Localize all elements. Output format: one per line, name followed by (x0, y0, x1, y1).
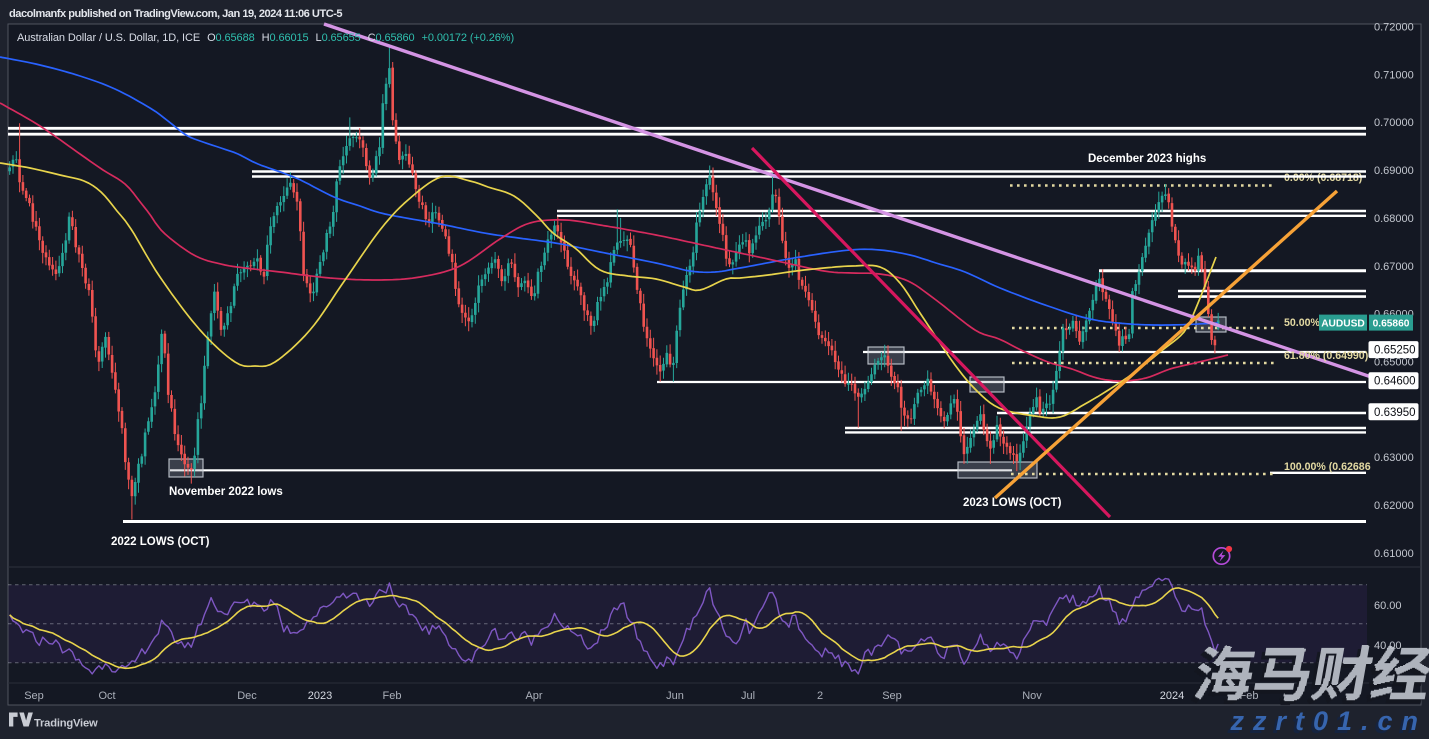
svg-text:Nov: Nov (1022, 690, 1042, 702)
svg-text:Jul: Jul (741, 690, 755, 702)
svg-text:0.68000: 0.68000 (1374, 213, 1414, 225)
svg-text:0.63000: 0.63000 (1374, 452, 1414, 464)
svg-text:November 2022 lows: November 2022 lows (169, 486, 283, 498)
svg-text:Jun: Jun (666, 690, 684, 702)
svg-text:2022 LOWS (OCT): 2022 LOWS (OCT) (111, 536, 210, 548)
svg-text:Oct: Oct (98, 690, 115, 702)
svg-text:2023: 2023 (308, 690, 332, 702)
svg-text:0.70000: 0.70000 (1374, 117, 1414, 129)
svg-text:0.62000: 0.62000 (1374, 500, 1414, 512)
svg-text:0.64600: 0.64600 (1374, 376, 1416, 388)
svg-text:2023 LOWS (OCT): 2023 LOWS (OCT) (963, 497, 1062, 509)
svg-text:2: 2 (817, 690, 823, 702)
svg-text:60.00: 60.00 (1374, 600, 1402, 612)
svg-text:Australian Dollar / U.S. Dolla: Australian Dollar / U.S. Dollar, 1D, ICE… (17, 32, 514, 44)
svg-text:Feb: Feb (383, 690, 402, 702)
svg-text:0.63950: 0.63950 (1374, 407, 1416, 419)
svg-text:Sep: Sep (882, 690, 902, 702)
svg-text:Apr: Apr (525, 690, 542, 702)
svg-text:0.65250: 0.65250 (1374, 345, 1416, 357)
svg-text:Feb: Feb (1240, 690, 1259, 702)
svg-text:61.80% (0.64990): 61.80% (0.64990) (1284, 350, 1368, 362)
svg-text:0.71000: 0.71000 (1374, 69, 1414, 81)
svg-text:0.69000: 0.69000 (1374, 165, 1414, 177)
svg-text:50.00%: 50.00% (1284, 317, 1321, 329)
svg-text:AUDUSD: AUDUSD (1321, 319, 1365, 330)
svg-text:0.65860: 0.65860 (1373, 319, 1410, 330)
svg-text:40.00: 40.00 (1374, 640, 1402, 652)
svg-text:0.61000: 0.61000 (1374, 548, 1414, 560)
svg-text:2024: 2024 (1160, 690, 1184, 702)
svg-text:Dec: Dec (237, 690, 257, 702)
svg-text:Sep: Sep (24, 690, 44, 702)
svg-text:0.00% (0.68718): 0.00% (0.68718) (1284, 172, 1362, 184)
svg-text:dacolmanfx published on Tradin: dacolmanfx published on TradingView.com,… (9, 8, 342, 20)
svg-text:TradingView: TradingView (34, 718, 98, 730)
svg-text:0.65000: 0.65000 (1374, 357, 1414, 369)
svg-text:0.67000: 0.67000 (1374, 261, 1414, 273)
svg-text:100.00% (0.62686: 100.00% (0.62686 (1284, 461, 1371, 473)
svg-text:December 2023 highs: December 2023 highs (1088, 153, 1206, 165)
svg-text:0.72000: 0.72000 (1374, 22, 1414, 34)
